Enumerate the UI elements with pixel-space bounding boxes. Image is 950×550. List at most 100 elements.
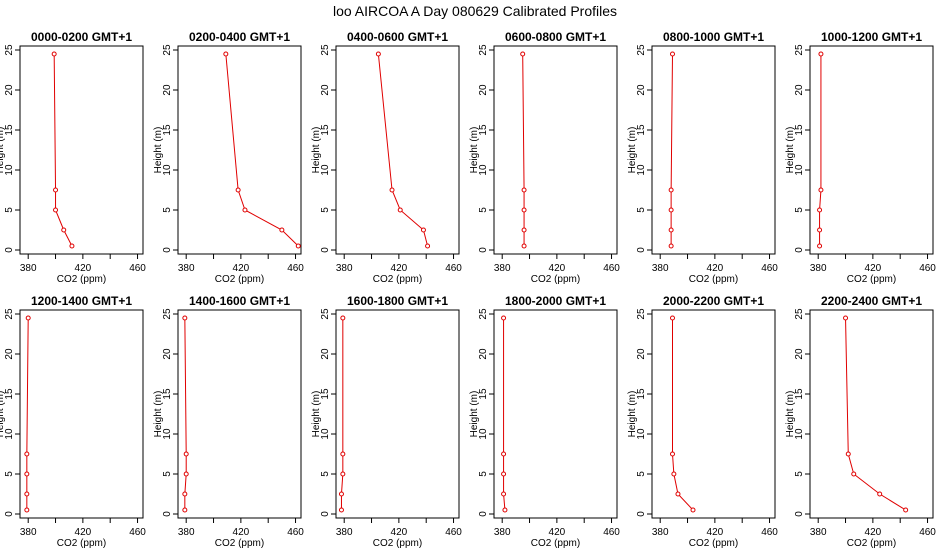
y-tick-label: 10 bbox=[794, 164, 805, 176]
y-axis-label: Height (m) bbox=[153, 127, 164, 174]
y-tick-label: 15 bbox=[794, 124, 805, 136]
y-tick-label: 0 bbox=[4, 511, 15, 517]
data-point bbox=[182, 315, 188, 321]
x-axis-label: CO2 (ppm) bbox=[373, 274, 422, 285]
x-tick-label: 460 bbox=[129, 527, 146, 538]
profile-panel: 0400-0600 GMT+1 380 420 460 0 5 10 15 20 25 CO2 (p… bbox=[311, 30, 462, 285]
y-tick-label: 0 bbox=[162, 247, 173, 253]
y-tick-label: 0 bbox=[320, 511, 331, 517]
plot-frame bbox=[177, 309, 302, 519]
profile-panel: 1400-1600 GMT+1 380 420 460 0 5 10 15 20 25 CO2 (p… bbox=[153, 294, 304, 549]
data-point bbox=[521, 187, 527, 193]
profile-panel: 0600-0800 GMT+1 380 420 460 0 5 10 15 20 25 CO2 (p… bbox=[469, 30, 620, 285]
profile-line bbox=[340, 318, 344, 510]
data-point bbox=[397, 207, 403, 213]
profile-line bbox=[377, 53, 429, 247]
plot-frame bbox=[177, 45, 302, 255]
data-point bbox=[183, 471, 189, 477]
panel-title: 2200-2400 GMT+1 bbox=[821, 294, 922, 308]
plot-frame bbox=[651, 45, 776, 255]
panel-grid: 0000-0200 GMT+1 380 420 460 0 5 10 15 20 25 CO2 (p… bbox=[0, 30, 936, 549]
data-point bbox=[817, 207, 823, 213]
profile-line bbox=[26, 317, 29, 510]
data-point bbox=[668, 243, 674, 249]
data-point bbox=[338, 507, 344, 513]
data-point bbox=[53, 207, 59, 213]
y-tick-label: 20 bbox=[320, 84, 331, 96]
profile-line bbox=[225, 53, 299, 247]
panel-title: 0000-0200 GMT+1 bbox=[31, 30, 132, 44]
profile-panel: 1200-1400 GMT+1 380 420 460 0 5 10 15 20 25 CO2 (p… bbox=[0, 294, 146, 549]
figure-title: loo AIRCOA A Day 080629 Calibrated Profi… bbox=[333, 3, 617, 19]
panel-title: 1600-1800 GMT+1 bbox=[347, 294, 448, 308]
y-tick-label: 0 bbox=[794, 511, 805, 517]
y-tick-label: 20 bbox=[478, 84, 489, 96]
data-point bbox=[340, 471, 346, 477]
x-tick-label: 380 bbox=[810, 263, 827, 274]
y-tick-label: 20 bbox=[162, 348, 173, 360]
y-tick-label: 0 bbox=[478, 247, 489, 253]
x-axis-label: CO2 (ppm) bbox=[57, 538, 106, 549]
y-axis-label: Height (m) bbox=[627, 391, 638, 438]
panel-title: 2000-2200 GMT+1 bbox=[663, 294, 764, 308]
x-tick-label: 460 bbox=[603, 263, 620, 274]
y-tick-label: 20 bbox=[320, 348, 331, 360]
data-point bbox=[851, 471, 857, 477]
x-axis-label: CO2 (ppm) bbox=[689, 274, 738, 285]
plot-frame bbox=[493, 309, 618, 519]
x-tick-label: 420 bbox=[707, 527, 724, 538]
y-tick-label: 15 bbox=[162, 124, 173, 136]
x-tick-label: 380 bbox=[494, 527, 511, 538]
y-tick-label: 10 bbox=[162, 428, 173, 440]
data-point bbox=[521, 243, 527, 249]
y-tick-label: 10 bbox=[4, 428, 15, 440]
data-point bbox=[25, 315, 31, 321]
x-tick-label: 420 bbox=[549, 263, 566, 274]
y-axis-label: Height (m) bbox=[469, 391, 480, 438]
data-point bbox=[817, 227, 823, 233]
x-tick-label: 380 bbox=[336, 263, 353, 274]
y-tick-label: 20 bbox=[636, 348, 647, 360]
x-tick-label: 420 bbox=[233, 263, 250, 274]
data-point bbox=[340, 315, 346, 321]
y-tick-label: 25 bbox=[478, 44, 489, 56]
y-tick-label: 25 bbox=[478, 308, 489, 320]
y-tick-label: 25 bbox=[320, 44, 331, 56]
y-tick-label: 15 bbox=[478, 124, 489, 136]
y-tick-label: 25 bbox=[320, 308, 331, 320]
plot-frame bbox=[809, 45, 934, 255]
y-tick-label: 10 bbox=[162, 164, 173, 176]
y-tick-label: 5 bbox=[320, 207, 331, 213]
y-axis-label: Height (m) bbox=[153, 391, 164, 438]
x-axis-label: CO2 (ppm) bbox=[531, 538, 580, 549]
x-tick-label: 420 bbox=[865, 263, 882, 274]
y-tick-label: 15 bbox=[636, 388, 647, 400]
y-tick-label: 20 bbox=[636, 84, 647, 96]
y-tick-label: 10 bbox=[636, 164, 647, 176]
y-axis-label: Height (m) bbox=[785, 391, 796, 438]
data-point bbox=[502, 507, 508, 513]
x-axis-label: CO2 (ppm) bbox=[847, 274, 896, 285]
plot-frame bbox=[19, 45, 144, 255]
profile-panel: 1000-1200 GMT+1 380 420 460 0 5 10 15 20 25 CO2 (p… bbox=[785, 30, 936, 285]
panel-title: 0800-1000 GMT+1 bbox=[663, 30, 764, 44]
data-point bbox=[223, 51, 229, 57]
data-point bbox=[61, 227, 67, 233]
data-point bbox=[818, 51, 824, 57]
x-tick-label: 460 bbox=[761, 263, 778, 274]
data-point bbox=[425, 243, 431, 249]
panel-title: 0200-0400 GMT+1 bbox=[189, 30, 290, 44]
profile-panel: 0200-0400 GMT+1 380 420 460 0 5 10 15 20 25 CO2 (p… bbox=[153, 30, 304, 285]
x-tick-label: 420 bbox=[865, 527, 882, 538]
data-point bbox=[182, 507, 188, 513]
y-tick-label: 0 bbox=[636, 511, 647, 517]
data-point bbox=[501, 471, 507, 477]
data-point bbox=[279, 227, 285, 233]
data-point bbox=[183, 451, 189, 457]
y-tick-label: 5 bbox=[320, 471, 331, 477]
plot-frame bbox=[651, 309, 776, 519]
data-point bbox=[501, 315, 507, 321]
y-tick-label: 15 bbox=[794, 388, 805, 400]
profile-line bbox=[819, 54, 822, 246]
data-point bbox=[903, 507, 909, 513]
